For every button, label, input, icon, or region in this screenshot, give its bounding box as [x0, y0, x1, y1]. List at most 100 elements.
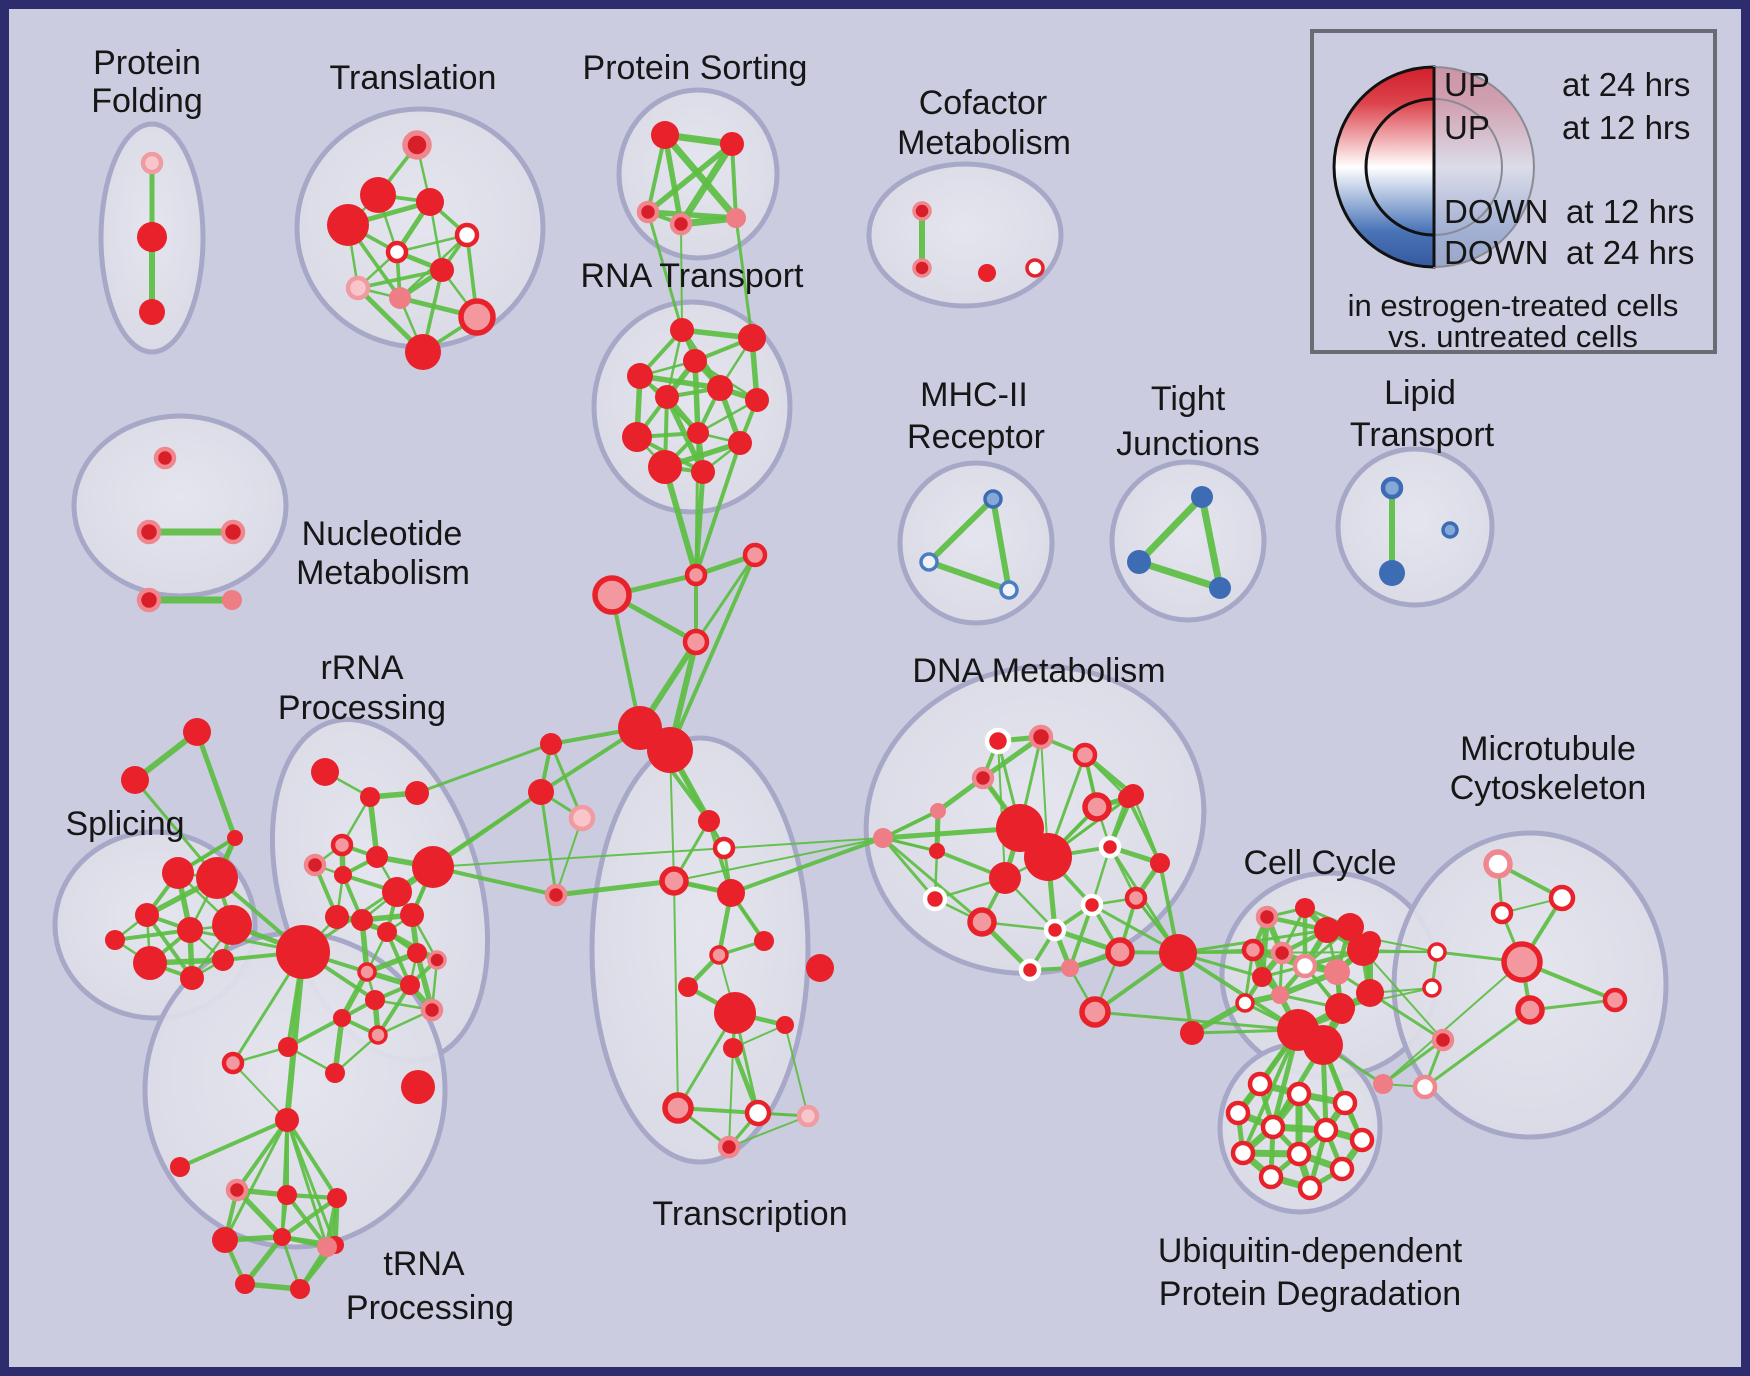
network-node [1258, 1164, 1284, 1190]
network-edge [926, 559, 1012, 593]
network-node [325, 1063, 345, 1083]
cluster-ellipse-cofactor-metabolism [866, 161, 1064, 309]
network-node [1072, 742, 1098, 768]
network-node [1422, 978, 1442, 998]
network-node [212, 905, 252, 945]
network-edge [610, 593, 642, 730]
network-node [311, 758, 339, 786]
network-node [412, 846, 454, 888]
network-node [1314, 917, 1340, 943]
network-node [728, 431, 752, 455]
network-node [1331, 1002, 1353, 1024]
network-node [327, 1188, 347, 1208]
network-node [1018, 958, 1042, 982]
cluster-label: rRNA [320, 649, 403, 687]
network-edge [662, 464, 699, 578]
network-edge [1135, 558, 1224, 592]
network-node [121, 766, 149, 794]
network-node [222, 590, 242, 610]
legend-text: DOWN [1444, 234, 1548, 271]
network-node [327, 204, 369, 246]
network-node [1180, 1021, 1204, 1045]
network-node [745, 388, 769, 412]
network-node [919, 552, 939, 572]
cluster-label: Protein Degradation [1159, 1275, 1461, 1313]
network-node [1483, 849, 1513, 879]
legend-inner-ring-right [1433, 98, 1503, 236]
network-node [723, 1038, 743, 1058]
network-node [183, 718, 211, 746]
network-node [1105, 937, 1135, 967]
network-node [290, 1279, 310, 1299]
network-node [105, 930, 125, 950]
network-node [1356, 979, 1384, 1007]
network-node [1490, 901, 1514, 925]
network-edge [553, 878, 677, 898]
network-node [177, 917, 203, 943]
cluster-label: DNA Metabolism [912, 652, 1165, 690]
network-node [278, 1037, 298, 1057]
network-node [989, 862, 1021, 894]
network-edge [1177, 951, 1438, 954]
cluster-label: Microtubule [1460, 730, 1636, 768]
network-node [1024, 833, 1072, 881]
network-node [717, 1135, 741, 1159]
network-node [726, 208, 746, 228]
network-node [1412, 1074, 1438, 1100]
network-node [1230, 1140, 1256, 1166]
network-node [196, 857, 238, 899]
network-node [303, 853, 327, 877]
network-node [275, 1108, 299, 1132]
network-edge [881, 836, 984, 924]
legend-text: UP [1444, 66, 1490, 103]
network-node [687, 422, 709, 444]
network-edge [1382, 961, 1523, 1085]
network-edge [194, 729, 238, 841]
cluster-label: Metabolism [897, 124, 1071, 162]
network-node [659, 866, 689, 896]
network-node [1025, 258, 1045, 278]
cluster-label: Ubiquitin-dependent [1158, 1232, 1463, 1270]
network-node [622, 422, 652, 452]
network-node [1061, 959, 1079, 977]
network-node [389, 287, 411, 309]
network-node [714, 992, 756, 1034]
network-edge [694, 553, 757, 644]
cluster-label: Protein Sorting [583, 49, 808, 87]
network-node [717, 879, 745, 907]
network-node [1260, 1114, 1286, 1140]
network-node [1379, 560, 1405, 586]
network-node [1271, 986, 1289, 1004]
network-node [796, 1104, 820, 1128]
network-node [678, 977, 698, 997]
network-node [400, 975, 420, 995]
network-node [738, 324, 766, 352]
network-node [1373, 1074, 1393, 1094]
network-edge [646, 210, 684, 332]
network-edge [926, 496, 996, 565]
network-edge [661, 131, 740, 222]
network-node [133, 946, 167, 980]
network-node [135, 903, 159, 927]
network-edge [549, 742, 584, 820]
network-node [662, 1092, 694, 1124]
cluster-label: RNA Transport [581, 257, 805, 295]
network-edge [692, 358, 701, 436]
network-node [334, 866, 352, 884]
legend-text: at 12 hrs [1562, 109, 1690, 146]
network-edge [728, 1115, 809, 1148]
network-node [971, 766, 995, 790]
network-edge [432, 837, 884, 868]
network-node [967, 907, 997, 937]
cluster-label: Junctions [1116, 425, 1260, 463]
cluster-label: Processing [278, 689, 446, 727]
network-node [1427, 942, 1447, 962]
network-node [698, 810, 720, 832]
cluster-ellipse-tight-junctions [1109, 459, 1267, 623]
network-edge [555, 817, 583, 896]
network-node [1159, 934, 1197, 972]
network-node [1286, 1081, 1312, 1107]
network-edge [784, 1024, 809, 1117]
network-node [427, 950, 447, 970]
